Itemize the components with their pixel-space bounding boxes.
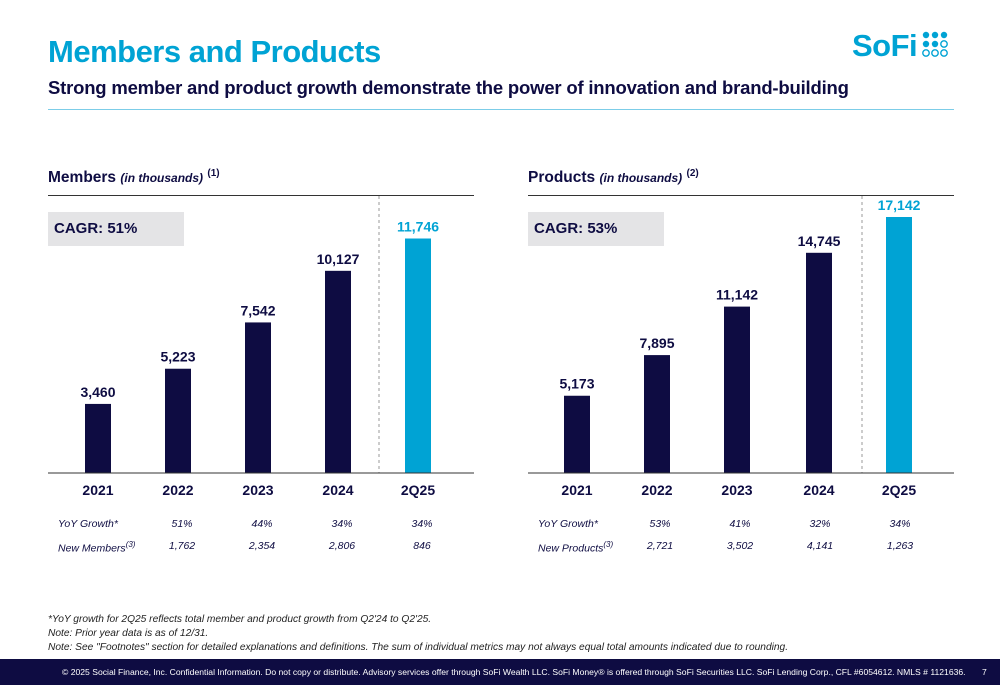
products-new-label: New Products(3)	[538, 540, 613, 555]
new-products-label-text: New Products	[538, 542, 604, 555]
x-tick-label: 2024	[803, 482, 834, 498]
products-yoy-value: 53%	[649, 518, 671, 530]
bar-2021	[85, 403, 111, 473]
members-chart-title: Members (in thousands) (1)	[48, 168, 220, 187]
data-label: 10,127	[317, 251, 360, 267]
header-divider	[48, 109, 954, 110]
members-new-value: 2,806	[328, 540, 356, 552]
members-new-row: New Members(3) 1,762 2,354 2,806 846	[48, 540, 474, 558]
products-yoy-row: YoY Growth* 53% 41% 32% 34%	[528, 518, 954, 536]
note-yoy: *YoY growth for 2Q25 reflects total memb…	[48, 614, 432, 625]
members-yoy-value: 51%	[171, 518, 193, 530]
products-yoy-value: 41%	[729, 518, 751, 530]
products-new-value: 4,141	[806, 540, 834, 552]
products-title-footnote: (2)	[686, 168, 699, 179]
page-subtitle: Strong member and product growth demonst…	[48, 77, 849, 98]
data-label: 7,895	[639, 335, 674, 351]
products-new-row: New Products(3) 2,721 3,502 4,141 1,263	[528, 540, 954, 558]
data-label: 11,746	[397, 219, 439, 235]
new-members-footnote: (3)	[125, 540, 136, 549]
bar-2024	[806, 252, 832, 473]
bar-2022	[644, 355, 670, 473]
note-footnotes: Note: See "Footnotes" section for detail…	[48, 642, 789, 653]
members-title-text: Members	[48, 169, 117, 187]
logo-text: SoFi	[852, 28, 918, 63]
bar-2021	[564, 395, 590, 473]
x-tick-label: 2024	[322, 482, 353, 498]
products-new-value: 3,502	[726, 540, 754, 552]
x-tick-label: 2022	[162, 482, 193, 498]
members-new-value: 2,354	[248, 540, 276, 552]
members-yoy-row: YoY Growth* 51% 44% 34% 34%	[48, 518, 474, 536]
bar-2Q25	[405, 238, 431, 473]
products-yoy-value: 32%	[809, 518, 831, 530]
footnotes: *YoY growth for 2Q25 reflects total memb…	[48, 613, 788, 655]
members-yoy-label: YoY Growth*	[58, 518, 118, 530]
bar-2022	[165, 368, 191, 473]
products-yoy-value: 34%	[889, 518, 911, 530]
note-prior-year: Note: Prior year data is as of 12/31.	[48, 628, 209, 639]
footer-disclaimer: © 2025 Social Finance, Inc. Confidential…	[62, 667, 966, 677]
data-label: 5,223	[160, 349, 195, 365]
bar-2023	[245, 322, 271, 473]
data-label: 5,173	[559, 376, 594, 392]
members-title-footnote: (1)	[207, 168, 220, 179]
products-new-value: 2,721	[646, 540, 674, 552]
members-yoy-value: 34%	[411, 518, 433, 530]
x-tick-label: 2Q25	[401, 482, 435, 498]
bar-2023	[724, 306, 750, 473]
data-label: 3,460	[80, 384, 115, 400]
footer-bar: © 2025 Social Finance, Inc. Confidential…	[0, 659, 1000, 685]
products-panel: Products (in thousands) (2) CAGR: 53% 5,…	[528, 160, 954, 560]
new-members-label-text: New Members	[58, 542, 126, 555]
members-panel: Members (in thousands) (1) CAGR: 51% 3,4…	[48, 160, 474, 560]
products-title-unit: (in thousands)	[599, 171, 683, 186]
data-label: 7,542	[240, 302, 275, 318]
x-tick-label: 2021	[82, 482, 113, 498]
products-yoy-label: YoY Growth*	[538, 518, 598, 530]
page-title: Members and Products	[48, 34, 381, 69]
page-number: 7	[982, 667, 987, 677]
members-title-rule	[48, 195, 474, 196]
x-tick-label: 2022	[641, 482, 672, 498]
members-yoy-value: 44%	[251, 518, 273, 530]
data-label: 17,142	[878, 197, 921, 213]
x-tick-label: 2Q25	[882, 482, 916, 498]
products-chart-title: Products (in thousands) (2)	[528, 168, 699, 187]
x-tick-label: 2021	[561, 482, 592, 498]
bar-2024	[325, 270, 351, 473]
members-title-unit: (in thousands)	[120, 171, 204, 186]
members-bar-chart: 3,460 2021 5,223 2022 7,542 2023 10,127 2024 11,…	[48, 196, 474, 498]
bar-2Q25	[886, 217, 912, 473]
data-label: 11,142	[716, 287, 758, 303]
sofi-logo: SoFi	[852, 28, 949, 64]
members-new-label: New Members(3)	[58, 540, 135, 555]
x-tick-label: 2023	[721, 482, 752, 498]
new-products-footnote: (3)	[603, 540, 614, 549]
products-cagr-badge: CAGR: 53%	[528, 212, 664, 246]
sofi-dots-icon	[922, 31, 949, 57]
members-new-value: 846	[413, 540, 431, 552]
products-bar-chart: 5,173 2021 7,895 2022 11,142 2023 14,745 2024 17…	[528, 196, 954, 498]
data-label: 14,745	[798, 233, 841, 249]
members-cagr-badge: CAGR: 51%	[48, 212, 184, 246]
products-title-rule	[528, 195, 954, 196]
x-tick-label: 2023	[242, 482, 273, 498]
members-new-value: 1,762	[168, 540, 196, 552]
members-yoy-value: 34%	[331, 518, 353, 530]
products-new-value: 1,263	[886, 540, 914, 552]
products-title-text: Products	[528, 169, 596, 187]
